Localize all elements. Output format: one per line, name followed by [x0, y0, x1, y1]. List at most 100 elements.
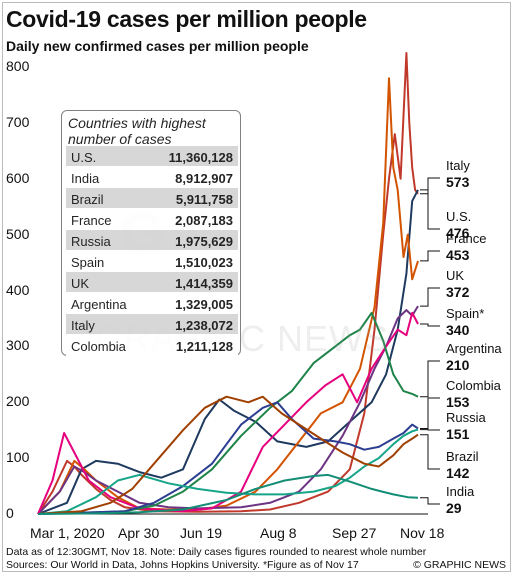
case-count: 11,360,128 — [168, 150, 233, 165]
table-row: India 8,912,907 — [66, 166, 238, 189]
end-label-name: Brazil — [446, 449, 479, 464]
case-count: 5,911,758 — [175, 192, 233, 207]
y-tick-label: 100 — [6, 449, 30, 466]
y-tick-label: 0 — [6, 505, 14, 521]
end-label-value: 153 — [446, 394, 470, 410]
end-label-name: Spain* — [446, 306, 485, 321]
series-line-uk — [37, 305, 419, 515]
x-tick-label: Apr 30 — [118, 525, 160, 541]
chart-title: Covid-19 cases per million people — [6, 6, 367, 32]
label-leader-line — [420, 434, 440, 470]
country-name: U.S. — [71, 150, 97, 165]
label-leader-line — [420, 189, 440, 230]
end-label-value: 340 — [446, 322, 470, 338]
series-line-argentina — [37, 311, 419, 515]
case-count: 1,510,023 — [175, 255, 233, 270]
end-label-uk: UK 372 — [446, 268, 469, 300]
series-line-us — [37, 189, 419, 515]
country-name: Italy — [71, 318, 95, 333]
y-tick-label: 600 — [6, 169, 30, 186]
case-count: 1,211,128 — [175, 339, 233, 354]
table-row: Argentina 1,329,005 — [66, 292, 238, 315]
end-label-argentina: Argentina 210 — [446, 341, 502, 373]
end-label-name: Colombia — [446, 378, 501, 393]
y-tick-label: 300 — [6, 337, 30, 354]
case-count: 2,087,183 — [175, 213, 233, 228]
end-label-colombia: Colombia 153 — [446, 378, 501, 410]
case-count: 1,238,072 — [175, 318, 233, 333]
end-label-name: Italy — [446, 158, 470, 173]
case-count: 8,912,907 — [175, 171, 233, 186]
label-leader-line — [420, 397, 440, 429]
table-row: Colombia 1,211,128 — [66, 334, 238, 357]
end-label-value: 573 — [446, 174, 470, 190]
table-row: UK 1,414,359 — [66, 271, 238, 294]
y-tick-label: 800 — [6, 58, 30, 74]
end-label-spain: Spain* 340 — [446, 306, 484, 338]
end-label-value: 210 — [446, 357, 470, 373]
table-row: U.S. 11,360,128 — [66, 145, 238, 168]
chart-frame — [2, 2, 511, 572]
footnote-data-as-of: Data as of 12:30GMT, Nov 18. Note: Daily… — [6, 546, 427, 558]
case-count: 1,975,629 — [175, 234, 233, 249]
table-row: Spain 1,510,023 — [66, 250, 238, 273]
country-name: Brazil — [71, 192, 104, 207]
footnote-sources: Sources: Our World in Data, Johns Hopkin… — [6, 559, 359, 571]
x-tick-label: Aug 8 — [260, 525, 297, 541]
table-row: Italy 1,238,072 — [66, 313, 238, 336]
country-name: Spain — [71, 255, 105, 270]
series-line-spain — [37, 311, 419, 515]
table-row: Russia 1,975,629 — [66, 229, 238, 252]
end-label-value: 29 — [446, 500, 462, 516]
end-label-us: U.S. 476 — [446, 209, 471, 241]
label-leader-line — [420, 497, 440, 505]
end-label-value: 151 — [446, 426, 470, 442]
country-name: UK — [71, 276, 90, 291]
end-label-name: India — [446, 484, 475, 499]
end-label-brazil: Brazil 142 — [446, 449, 479, 481]
country-name: Russia — [71, 234, 111, 249]
case-count: 1,329,005 — [175, 297, 233, 312]
table-row: Brazil 5,911,758 — [66, 187, 238, 210]
series-line-india — [37, 473, 419, 515]
end-label-value: 453 — [446, 247, 470, 263]
end-label-value: 476 — [446, 225, 470, 241]
end-label-value: 372 — [446, 284, 470, 300]
y-tick-label: 500 — [6, 225, 30, 242]
series-line-russia — [37, 428, 419, 515]
x-tick-label: Mar 1, 2020 — [30, 525, 105, 541]
end-label-name: UK — [446, 268, 465, 283]
end-label-russia: Russia 151 — [446, 410, 486, 442]
end-label-value: 142 — [446, 465, 470, 481]
series-line-italy — [37, 52, 419, 515]
end-label-name: France — [446, 231, 487, 246]
end-label-name: Argentina — [446, 341, 502, 356]
y-tick-label: 400 — [6, 281, 30, 298]
label-leader-line — [420, 177, 440, 195]
country-name: Argentina — [71, 297, 127, 312]
country-name: India — [71, 171, 100, 186]
end-label-india: India 29 — [446, 484, 474, 516]
x-tick-label: Sep 27 — [332, 525, 377, 541]
x-tick-label: Jun 19 — [180, 525, 223, 541]
label-leader-line — [420, 287, 440, 307]
top-countries-table: Countries with highest number of cases U… — [61, 110, 241, 357]
end-label-name: U.S. — [446, 209, 472, 224]
case-count: 1,414,359 — [175, 276, 233, 291]
table-caption: Countries with highest number of cases — [68, 115, 206, 147]
end-label-france: France 453 — [446, 231, 486, 263]
x-tick-label: Nov 18 — [400, 525, 445, 541]
credit-graphic-news: © GRAPHIC NEWS — [413, 559, 506, 571]
label-leader-line — [420, 250, 440, 262]
end-label-name: Russia — [446, 410, 486, 425]
label-leader-line — [420, 360, 440, 398]
chart-subtitle: Daily new confirmed cases per million pe… — [6, 38, 309, 54]
country-name: Colombia — [71, 339, 126, 354]
series-line-brazil — [37, 395, 419, 515]
y-tick-label: 700 — [6, 113, 30, 130]
table-row: France 2,087,183 — [66, 208, 238, 231]
y-tick-label: 200 — [6, 393, 30, 410]
end-label-italy: Italy 573 — [446, 158, 470, 190]
label-leader-line — [420, 323, 440, 327]
